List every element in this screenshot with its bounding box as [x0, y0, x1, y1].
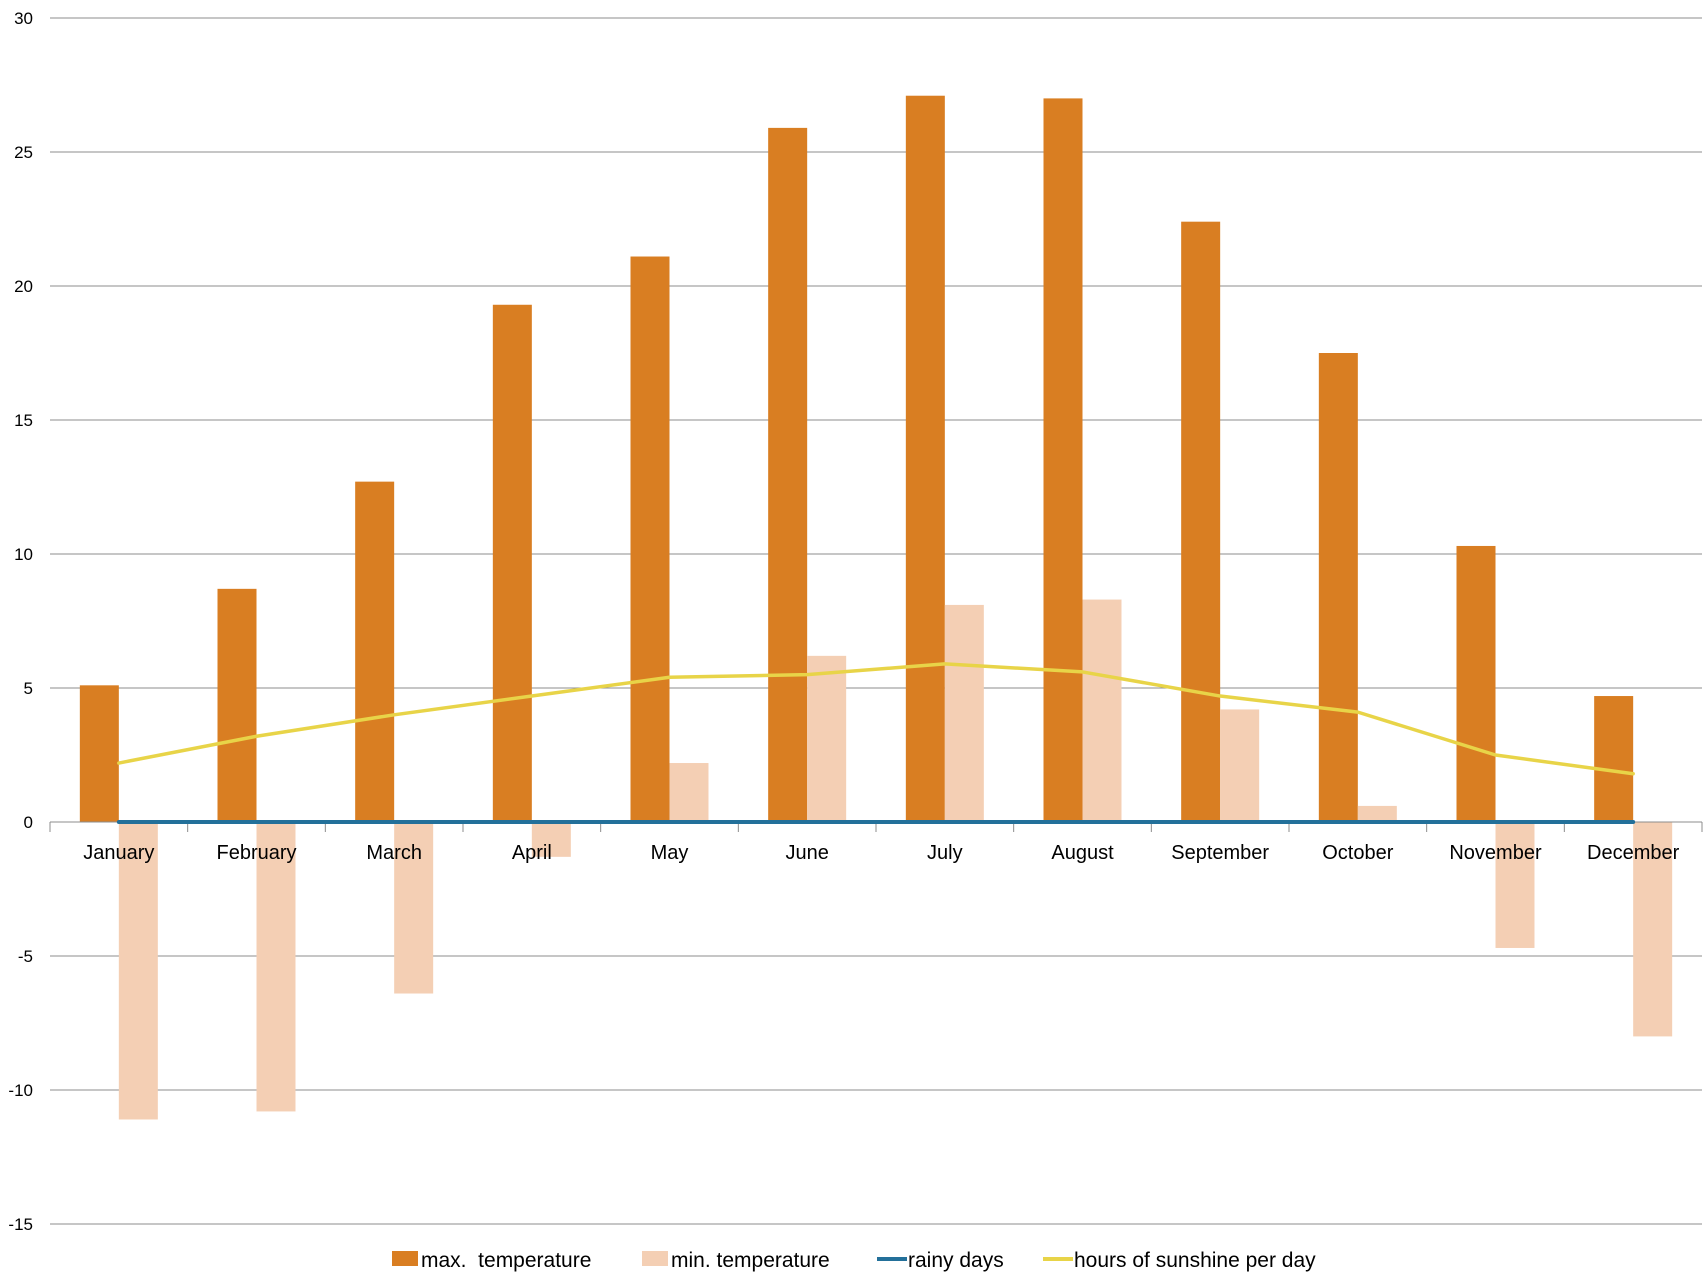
max-temperature-bar	[1043, 98, 1083, 822]
legend-swatch	[392, 1251, 418, 1266]
x-tick-label: September	[1171, 842, 1269, 864]
x-tick-label: May	[651, 842, 689, 864]
legend-label: rainy days	[908, 1249, 1004, 1272]
x-tick-label: December	[1587, 842, 1680, 864]
x-tick-label: November	[1449, 842, 1542, 864]
max-temperature-bar	[630, 256, 670, 822]
legend-max-temperature: max. temperature	[392, 1249, 591, 1272]
min-temperature-bar	[1495, 822, 1535, 948]
y-tick-label: 15	[14, 411, 33, 430]
y-tick-label: 25	[14, 143, 33, 162]
bars-layer	[79, 95, 1673, 1120]
min-temperature-bar	[394, 822, 434, 994]
max-temperature-bar	[1456, 545, 1496, 822]
y-tick-label: -15	[8, 1215, 33, 1234]
legend-label: hours of sunshine per day	[1074, 1249, 1316, 1272]
y-tick-label: -5	[18, 947, 33, 966]
max-temperature-bar	[355, 481, 395, 822]
min-temperature-bar	[669, 763, 709, 822]
x-tick-label: June	[785, 842, 828, 864]
y-tick-label: 30	[14, 9, 33, 28]
min-temperature-bar	[118, 822, 158, 1120]
max-temperature-bar	[1594, 696, 1634, 822]
x-tick-label: April	[512, 842, 552, 864]
min-temperature-bar	[807, 655, 847, 822]
min-temperature-bar	[531, 822, 571, 857]
max-temperature-bar	[217, 588, 257, 822]
grid-layer	[50, 17, 1702, 1225]
min-temperature-bar	[1357, 805, 1397, 822]
legend-sunshine-hours: hours of sunshine per day	[1043, 1249, 1316, 1272]
min-temperature-bar	[256, 822, 296, 1112]
y-tick-label: 0	[24, 813, 33, 832]
min-temperature-bar	[1633, 822, 1673, 1037]
legend-rainy-days: rainy days	[877, 1249, 1004, 1272]
min-temperature-bar	[1220, 709, 1260, 822]
x-tick-label: August	[1051, 842, 1114, 864]
y-tick-label: 5	[24, 679, 33, 698]
max-temperature-bar	[1181, 221, 1221, 822]
x-tick-label: February	[216, 842, 296, 864]
lines-layer	[116, 662, 1636, 824]
y-tick-label: -10	[8, 1081, 33, 1100]
max-temperature-bar	[905, 95, 945, 823]
legend-min-temperature: min. temperature	[642, 1249, 830, 1272]
max-temperature-bar	[768, 127, 808, 822]
min-temperature-bar	[944, 604, 984, 822]
legend-swatch	[642, 1251, 668, 1266]
max-temperature-bar	[79, 685, 119, 822]
x-tick-label: January	[83, 842, 154, 864]
y-tick-label: 10	[14, 545, 33, 564]
min-temperature-bar	[1082, 599, 1122, 822]
max-temperature-bar	[1318, 353, 1358, 822]
max-temperature-bar	[492, 304, 532, 822]
x-tick-label: March	[366, 842, 422, 864]
legend: max. temperature min. temperature rainy da…	[392, 1249, 1316, 1272]
legend-label: min. temperature	[671, 1249, 830, 1272]
x-tick-label: October	[1322, 842, 1393, 864]
legend-label: max. temperature	[421, 1249, 591, 1272]
labels-layer: 30 25 20 15 10 5 0 -5 -10 -15 January February March…	[8, 9, 1679, 1234]
x-tick-label: July	[927, 842, 963, 864]
sunshine-hours-line	[117, 662, 1635, 776]
y-tick-label: 20	[14, 277, 33, 296]
